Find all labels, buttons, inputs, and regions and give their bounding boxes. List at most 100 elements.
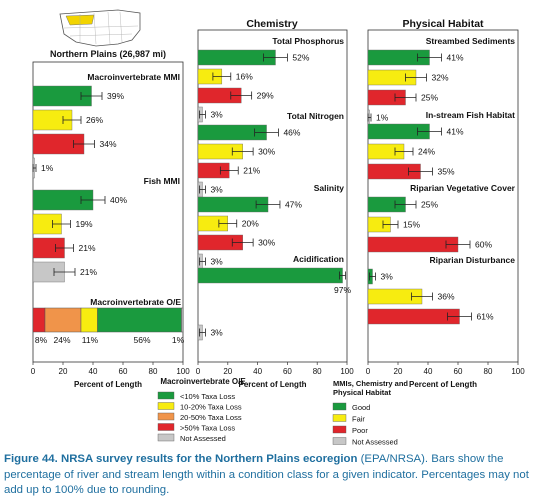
bar-good (197, 267, 343, 284)
bar-value-label: 29% (257, 91, 274, 101)
panel-frame (367, 29, 519, 363)
bar-value-label: 24% (418, 147, 435, 157)
legend-swatch-taxa_lt10 (157, 391, 175, 400)
us-map-northern-plains-highlight-icon (59, 9, 141, 47)
bar-value-label: 30% (258, 238, 275, 248)
bar-value-label: 21% (243, 166, 260, 176)
x-tick-label: 0 (31, 367, 36, 376)
figure-caption-bold: Figure 44. NRSA survey results for the N… (4, 453, 358, 465)
bar-value-label: 60% (475, 240, 492, 250)
x-tick-label: 40 (89, 367, 98, 376)
stacked-value-label: 56% (133, 335, 150, 345)
group-label: Macroinvertebrate O/E (90, 297, 181, 307)
panel-middle: Chemistry 0 20 40 60 80 100 Percent of Length To… (196, 18, 354, 389)
group-streambed-sediments: Streambed Sediments 41% 32% 25% 1% (367, 36, 516, 126)
legend-swatch-good (332, 402, 347, 411)
legend-swatch-not_assessed (157, 433, 175, 442)
bar-value-label: 21% (79, 243, 96, 253)
us-map-outline (59, 9, 141, 47)
stacked-value-label: 8% (35, 335, 48, 345)
group-in-stream-fish-habitat: In-stream Fish Habitat 41% 24%35% (367, 110, 515, 180)
x-tick-label: 60 (119, 367, 128, 376)
legend-label: <10% Taxa Loss (180, 392, 235, 401)
legend-label: >50% Taxa Loss (180, 424, 235, 433)
chart-title: Northern Plains (26,987 mi) (50, 49, 166, 59)
legend-swatch-taxa_gt50 (157, 423, 175, 431)
legend-label: 20-50% Taxa Loss (180, 413, 242, 422)
x-tick-label: 40 (424, 367, 433, 376)
stacked-segment-taxa_10_20 (80, 307, 98, 333)
panel-left: Northern Plains (26,987 mi) 0 20 40 60 80 100 P… (31, 49, 190, 389)
bar-value-label: 1% (41, 163, 54, 173)
bar-value-label: 16% (236, 72, 253, 82)
legend-swatch-poor (332, 425, 347, 434)
x-tick-label: 80 (484, 367, 493, 376)
bar-value-label: 47% (285, 200, 302, 210)
us-map-state-line (107, 11, 111, 45)
figure-caption: Figure 44. NRSA survey results for the N… (4, 452, 538, 499)
stacked-segment-taxa_gt50 (32, 307, 46, 333)
x-tick-label: 60 (454, 367, 463, 376)
group-label: Streambed Sediments (426, 36, 516, 46)
stacked-value-label: 11% (82, 335, 99, 345)
bar-value-label: 41% (447, 127, 464, 137)
legend-label: Poor (352, 426, 368, 435)
us-map-state-line (119, 11, 123, 43)
x-tick-label: 0 (366, 367, 371, 376)
bar-value-label: 1% (376, 113, 389, 123)
x-tick-label: 80 (313, 367, 322, 376)
bar-value-label: 26% (86, 115, 103, 125)
bar-value-label: 3% (210, 110, 223, 120)
bar-value-label: 19% (76, 219, 93, 229)
chart-title: Physical Habitat (402, 18, 484, 30)
figure-caption-text: (EPA/NRSA). Bars show the percentage of … (4, 453, 529, 496)
panel-right: Physical Habitat 0 20 40 60 80 100 Percent of L… (366, 18, 525, 389)
x-tick-label: 20 (394, 367, 403, 376)
x-tick-label: 60 (283, 367, 292, 376)
us-map-state-line (69, 33, 133, 37)
legend-title: Macroinvertebrate O/E (160, 377, 246, 386)
legend-label: Good (352, 403, 370, 412)
bar-value-label: 41% (447, 53, 464, 63)
x-tick-label: 0 (196, 367, 201, 376)
group-label: Riparian Vegetative Cover (410, 183, 516, 193)
bar-value-label: 46% (283, 128, 300, 138)
legend-label: Fair (352, 415, 365, 424)
group-label: Macroinvertebrate MMI (87, 72, 180, 82)
group-label: Total Phosphorus (272, 36, 344, 46)
stacked-value-label: 24% (53, 335, 70, 345)
legend-title: MMIs, Chemistry and (333, 379, 408, 388)
bar-poor (367, 236, 459, 253)
legend-swatch-fair (332, 414, 347, 422)
bar-value-label: 52% (292, 53, 309, 63)
ecoregion-bar-charts: Northern Plains (26,987 mi) 0 20 40 60 80 100 P… (31, 9, 525, 447)
group-label: Fish MMI (144, 176, 180, 186)
group-fish-mmi: Fish MMI 40% 19% 21% 21% (32, 176, 180, 283)
us-map-state-line (93, 12, 97, 45)
bar-value-label: 30% (258, 147, 275, 157)
x-tick-label: 100 (176, 367, 190, 376)
legend-swatch-not_assessed (332, 437, 347, 445)
x-tick-label: 80 (149, 367, 158, 376)
x-tick-label: 100 (340, 367, 354, 376)
bar-value-label: 3% (381, 272, 394, 282)
panel-frame (197, 29, 348, 363)
stacked-segment-not_assessed (181, 307, 184, 333)
group-total-nitrogen: Total Nitrogen 46% 30% 21% 3% (197, 111, 344, 198)
bar-value-label: 25% (421, 93, 438, 103)
x-tick-label: 40 (253, 367, 262, 376)
group-riparian-vegetative-cover: Riparian Vegetative Cover 25%15% 60% (367, 183, 516, 253)
legend-label: 10-20% Taxa Loss (180, 403, 242, 412)
bar-value-label: 20% (242, 219, 259, 229)
x-axis-label: Percent of Length (74, 380, 142, 389)
bar-value-label: 32% (432, 73, 449, 83)
legend-swatch-taxa_10_20 (157, 402, 175, 410)
x-tick-label: 100 (511, 367, 525, 376)
bar-value-label: 3% (210, 257, 223, 267)
bar-value-label: 61% (477, 312, 494, 322)
group-label: Salinity (314, 183, 345, 193)
legend-oe: Macroinvertebrate O/E <10% Taxa Loss 10-20… (157, 377, 246, 443)
group-salinity: Salinity 47% 20% 30% 3% (197, 183, 345, 270)
stacked-segment-taxa_lt10 (97, 307, 182, 333)
x-tick-label: 20 (223, 367, 232, 376)
